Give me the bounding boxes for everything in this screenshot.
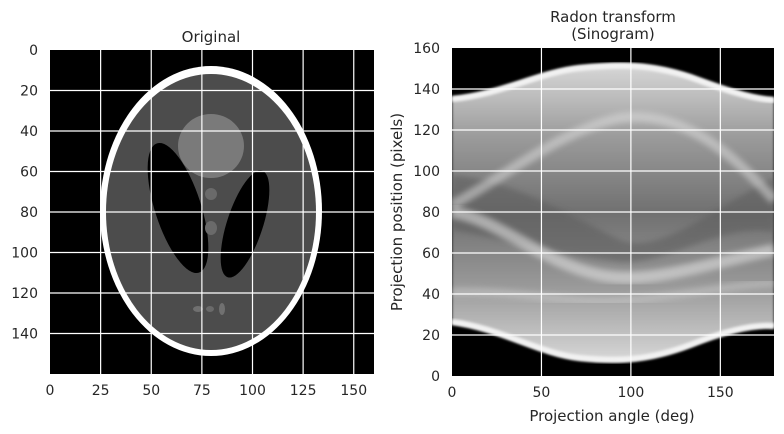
- sinogram-y-axis-label: Projection position (pixels): [388, 113, 406, 311]
- sinogram-x-tick-label: 0: [448, 385, 457, 401]
- original-x-tick-label: 75: [193, 383, 211, 399]
- sinogram-x-axis-label: Projection angle (deg): [529, 407, 694, 425]
- phantom-upper-ellipse: [178, 114, 244, 178]
- original-y-tick-label: 100: [11, 246, 38, 262]
- original-title: Original: [182, 28, 241, 46]
- sinogram-y-tick-label: 140: [413, 82, 440, 98]
- original-x-tick-label: 100: [239, 383, 266, 399]
- sinogram-x-tick-label: 50: [533, 385, 551, 401]
- sinogram-panel: Radon transform (Sinogram) 0 50 100 150 0 20 4…: [388, 8, 774, 425]
- phantom-bottom-spot-2: [206, 306, 214, 312]
- phantom-bottom-spot-3: [219, 303, 225, 315]
- original-y-tick-label: 140: [11, 327, 38, 343]
- sinogram-y-tick-label: 20: [422, 328, 440, 344]
- original-x-tick-label: 25: [92, 383, 110, 399]
- sinogram-y-tick-label: 80: [422, 205, 440, 221]
- original-x-tick-label: 125: [290, 383, 317, 399]
- sinogram-x-tick-label: 100: [618, 385, 645, 401]
- sinogram-y-tick-label: 100: [413, 164, 440, 180]
- original-x-tick-label: 50: [142, 383, 160, 399]
- sinogram-y-tick-label: 60: [422, 246, 440, 262]
- sinogram-y-tick-label: 120: [413, 123, 440, 139]
- phantom-image: [100, 66, 322, 356]
- sinogram-y-tick-label: 0: [431, 369, 440, 385]
- sinogram-image: [452, 64, 774, 362]
- sinogram-x-tick-label: 150: [707, 385, 734, 401]
- original-panel: Original 0 25 50 75 100 125 150 0 20 40 60 80 100 120…: [11, 28, 374, 399]
- original-y-tick-label: 20: [20, 84, 38, 100]
- sinogram-y-tick-label: 40: [422, 287, 440, 303]
- sinogram-y-tick-label: 160: [413, 41, 440, 57]
- sinogram-title: Radon transform: [550, 8, 676, 26]
- original-y-tick-label: 40: [20, 124, 38, 140]
- original-y-tick-label: 120: [11, 286, 38, 302]
- phantom-small-spot-1: [205, 188, 217, 200]
- original-y-tick-label: 80: [20, 205, 38, 221]
- original-y-tick-label: 0: [29, 43, 38, 59]
- phantom-small-spot-2: [205, 221, 217, 235]
- original-x-tick-label: 150: [340, 383, 367, 399]
- original-x-tick-label: 0: [46, 383, 55, 399]
- original-y-tick-label: 60: [20, 165, 38, 181]
- sinogram-subtitle: (Sinogram): [571, 25, 655, 43]
